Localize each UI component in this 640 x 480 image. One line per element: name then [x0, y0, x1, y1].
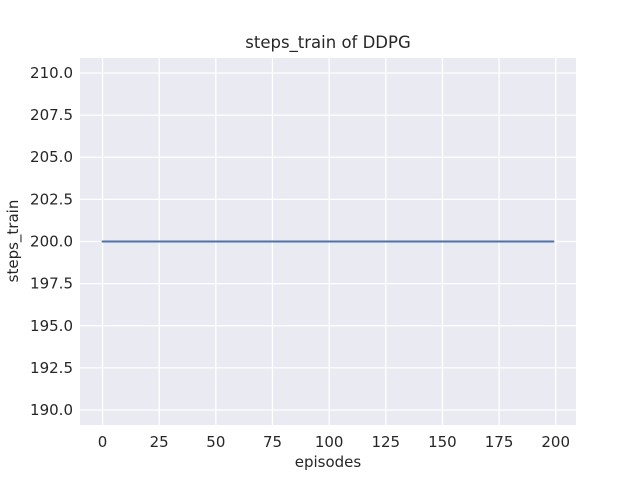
- y-tick-label: 197.5: [30, 275, 73, 293]
- x-tick-label: 175: [485, 433, 514, 451]
- x-tick-label: 100: [315, 433, 344, 451]
- x-tick-label: 0: [98, 433, 108, 451]
- x-axis-label: episodes: [294, 453, 362, 471]
- x-tick-label: 50: [206, 433, 225, 451]
- x-tick-label: 75: [263, 433, 282, 451]
- y-tick-label: 200.0: [30, 233, 73, 251]
- chart-title: steps_train of DDPG: [245, 33, 411, 52]
- y-tick-label: 192.5: [30, 359, 73, 377]
- y-axis-label: steps_train: [4, 199, 22, 283]
- y-tick-label: 210.0: [30, 64, 73, 82]
- x-tick-label: 200: [541, 433, 570, 451]
- y-tick-label: 207.5: [30, 106, 73, 124]
- y-tick-label: 205.0: [30, 148, 73, 166]
- y-tick-label: 202.5: [30, 190, 73, 208]
- y-tick-label: 195.0: [30, 317, 73, 335]
- x-tick-label: 25: [150, 433, 169, 451]
- y-tick-label: 190.0: [30, 401, 73, 419]
- x-tick-label: 150: [428, 433, 457, 451]
- x-tick-label: 125: [371, 433, 400, 451]
